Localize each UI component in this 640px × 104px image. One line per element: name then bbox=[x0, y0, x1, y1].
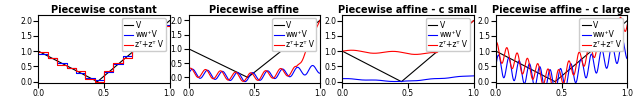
ww⁺V bbox=[156, 24, 164, 25]
zᵀ+zᵀ V bbox=[72, 68, 80, 69]
V bbox=[35, 51, 42, 52]
zᵀ+zᵀ V bbox=[128, 57, 136, 59]
ww⁺V bbox=[53, 58, 61, 59]
ww⁺V bbox=[72, 72, 80, 74]
zᵀ+zᵀ V bbox=[109, 63, 117, 64]
zᵀ+zᵀ V bbox=[119, 63, 127, 64]
V bbox=[113, 65, 120, 66]
ww⁺V bbox=[53, 63, 61, 64]
zᵀ+zᵀ V bbox=[156, 33, 164, 34]
V bbox=[166, 20, 173, 21]
ww⁺V bbox=[138, 48, 145, 49]
zᵀ+zᵀ V bbox=[119, 57, 127, 59]
zᵀ+zᵀ V bbox=[81, 78, 89, 79]
ww⁺V bbox=[100, 79, 108, 81]
zᵀ+zᵀ V bbox=[91, 78, 99, 79]
zᵀ+zᵀ V bbox=[100, 81, 108, 82]
zᵀ+zᵀ V bbox=[128, 48, 136, 49]
ww⁺V bbox=[63, 63, 70, 64]
zᵀ+zᵀ V bbox=[91, 81, 99, 82]
ww⁺V bbox=[44, 53, 52, 54]
ww⁺V bbox=[109, 64, 117, 65]
zᵀ+zᵀ V bbox=[147, 38, 155, 39]
zᵀ+zᵀ V bbox=[81, 71, 89, 72]
zᵀ+zᵀ V bbox=[147, 33, 155, 34]
Line: ww⁺V: ww⁺V bbox=[38, 25, 170, 80]
zᵀ+zᵀ V bbox=[44, 57, 52, 58]
V bbox=[98, 77, 106, 79]
ww⁺V bbox=[119, 64, 127, 65]
zᵀ+zᵀ V bbox=[138, 48, 145, 49]
Legend: V, ww⁺V, zᵀ+zᵀ V: V, ww⁺V, zᵀ+zᵀ V bbox=[579, 18, 623, 51]
ww⁺V bbox=[63, 67, 70, 69]
Legend: V, ww⁺V, zᵀ+zᵀ V: V, ww⁺V, zᵀ+zᵀ V bbox=[122, 18, 166, 51]
Legend: V, ww⁺V, zᵀ+zᵀ V: V, ww⁺V, zᵀ+zᵀ V bbox=[272, 18, 316, 51]
zᵀ+zᵀ V bbox=[53, 57, 61, 58]
Title: Piecewise constant: Piecewise constant bbox=[51, 5, 157, 15]
ww⁺V bbox=[156, 32, 164, 33]
ww⁺V bbox=[72, 67, 80, 69]
Title: Piecewise affine: Piecewise affine bbox=[209, 5, 300, 15]
zᵀ+zᵀ V bbox=[63, 68, 70, 69]
V bbox=[93, 81, 101, 82]
zᵀ+zᵀ V bbox=[53, 64, 61, 66]
Title: Piecewise affine - c large: Piecewise affine - c large bbox=[492, 5, 631, 15]
zᵀ+zᵀ V bbox=[109, 70, 117, 71]
V bbox=[163, 22, 170, 24]
Line: V: V bbox=[38, 21, 170, 82]
zᵀ+zᵀ V bbox=[72, 71, 80, 72]
ww⁺V bbox=[100, 72, 108, 73]
ww⁺V bbox=[166, 24, 173, 25]
V bbox=[97, 78, 105, 79]
ww⁺V bbox=[35, 53, 42, 54]
ww⁺V bbox=[81, 72, 89, 74]
zᵀ+zᵀ V bbox=[166, 26, 173, 27]
Line: zᵀ+zᵀ V: zᵀ+zᵀ V bbox=[38, 26, 170, 82]
ww⁺V bbox=[128, 56, 136, 57]
zᵀ+zᵀ V bbox=[138, 38, 145, 39]
ww⁺V bbox=[119, 56, 127, 57]
zᵀ+zᵀ V bbox=[100, 70, 108, 71]
ww⁺V bbox=[128, 48, 136, 49]
Legend: V, ww⁺V, zᵀ+zᵀ V: V, ww⁺V, zᵀ+zᵀ V bbox=[426, 18, 470, 51]
zᵀ+zᵀ V bbox=[156, 26, 164, 27]
ww⁺V bbox=[147, 32, 155, 33]
ww⁺V bbox=[109, 72, 117, 73]
zᵀ+zᵀ V bbox=[44, 52, 52, 53]
ww⁺V bbox=[147, 40, 155, 41]
ww⁺V bbox=[91, 77, 99, 78]
V bbox=[106, 71, 113, 72]
V bbox=[142, 40, 150, 41]
ww⁺V bbox=[44, 58, 52, 59]
Title: Piecewise affine - c small: Piecewise affine - c small bbox=[339, 5, 477, 15]
ww⁺V bbox=[81, 77, 89, 78]
ww⁺V bbox=[138, 40, 145, 41]
zᵀ+zᵀ V bbox=[35, 52, 42, 53]
zᵀ+zᵀ V bbox=[63, 64, 70, 66]
ww⁺V bbox=[91, 79, 99, 81]
